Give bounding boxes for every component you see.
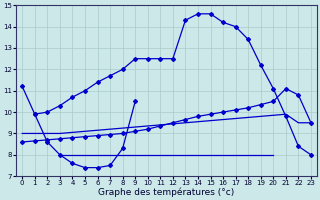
X-axis label: Graphe des températures (°c): Graphe des températures (°c) xyxy=(99,188,235,197)
